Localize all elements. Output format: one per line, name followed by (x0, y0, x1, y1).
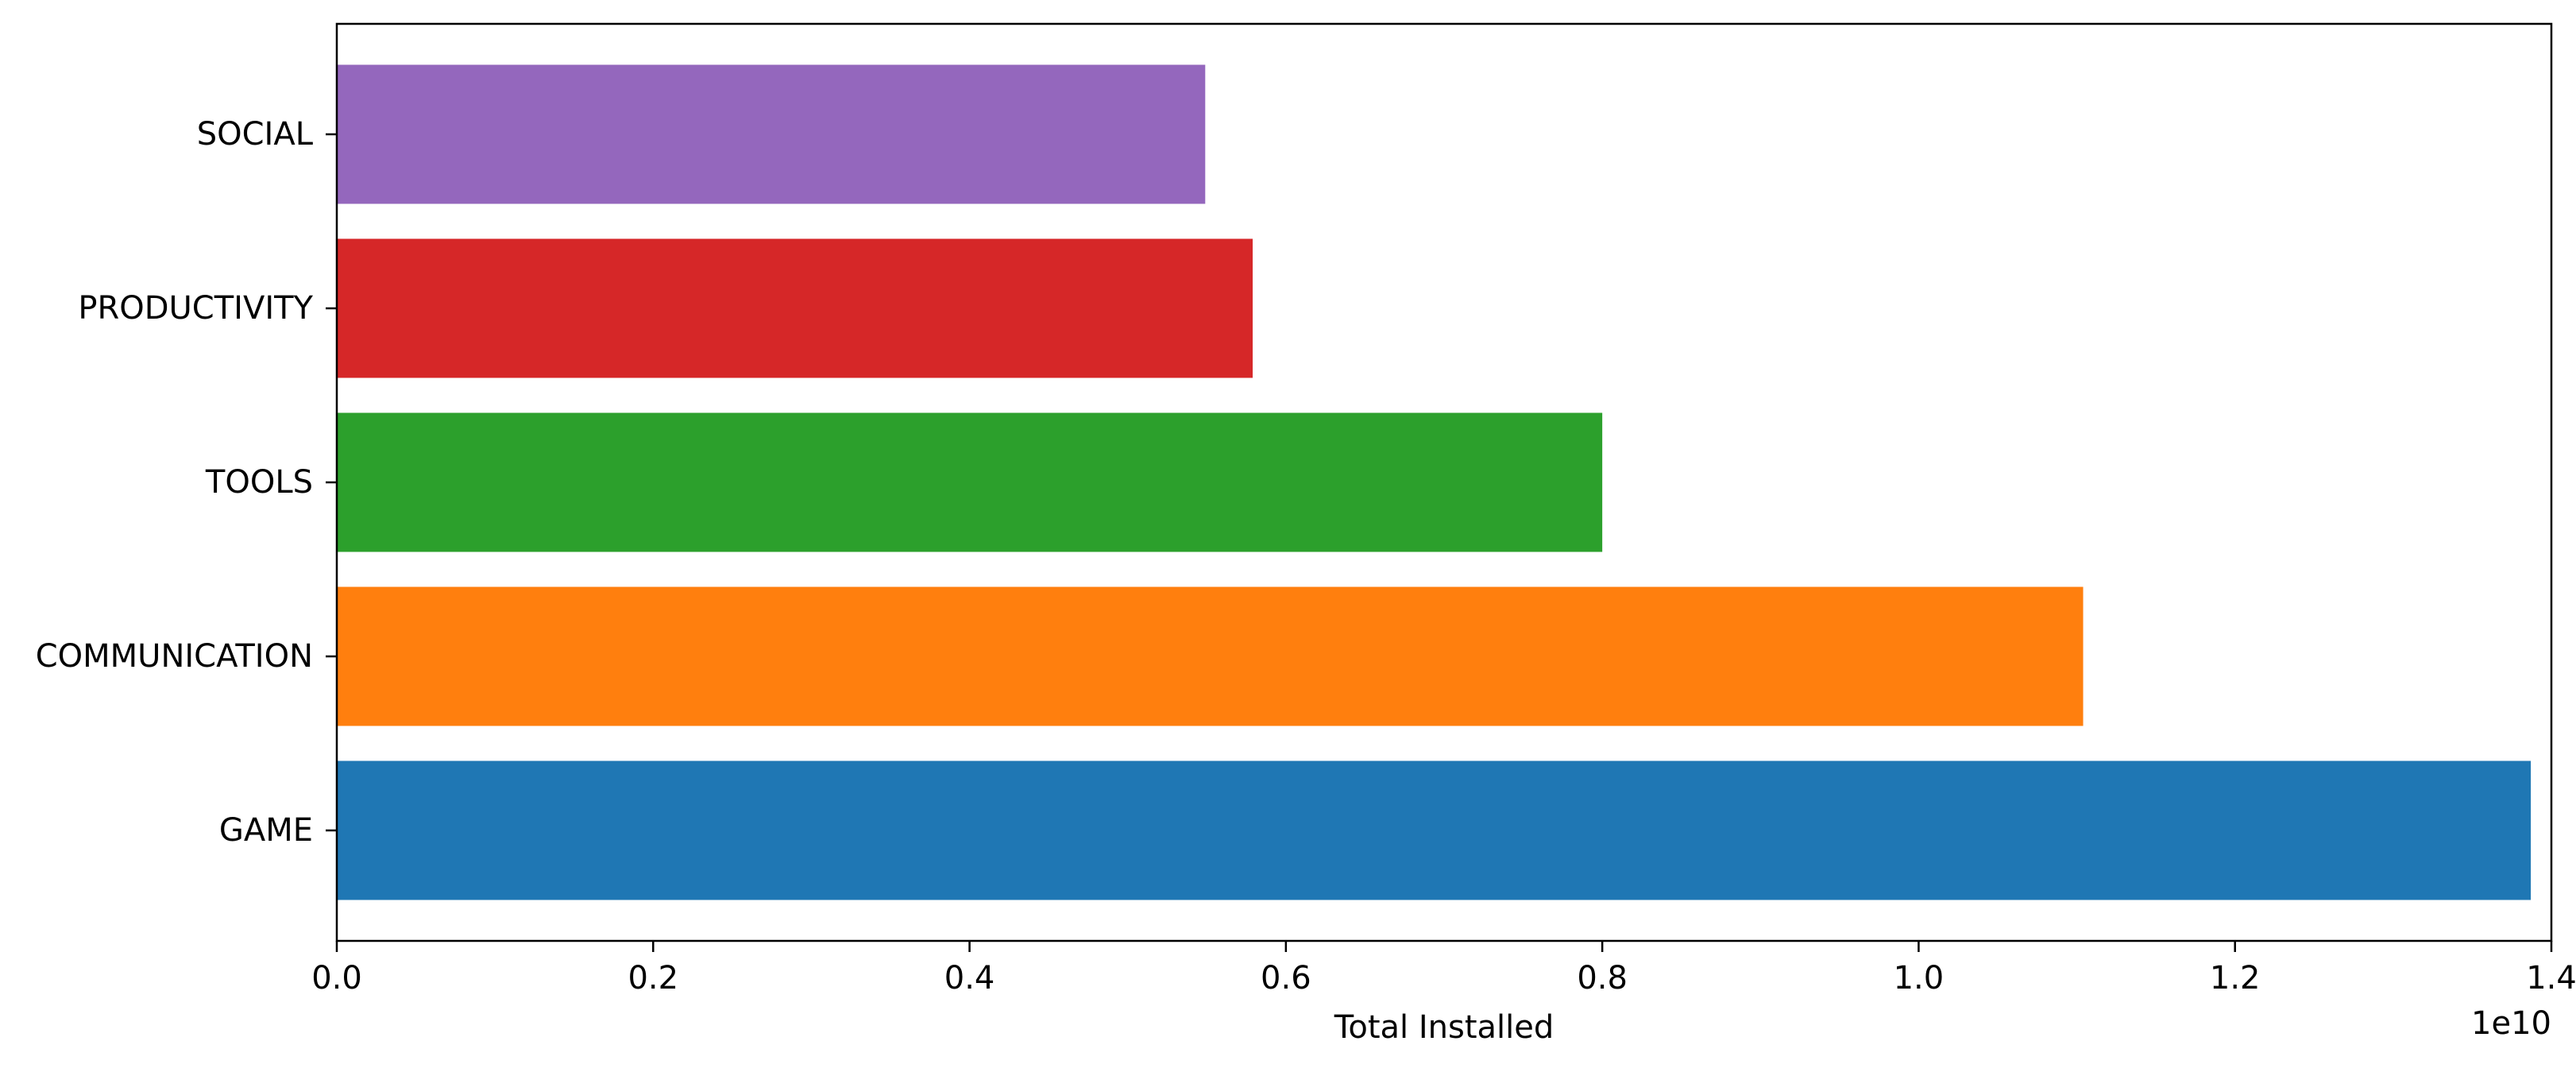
bar-social (337, 64, 1206, 204)
y-tick-label-productivity: PRODUCTIVITY (78, 290, 313, 327)
axes-frame (335, 22, 2553, 942)
y-tick-label-tools: TOOLS (205, 464, 313, 501)
bar-communication (337, 586, 2084, 726)
x-tick-label: 0.2 (628, 960, 678, 997)
x-tick-label: 1.4 (2526, 960, 2576, 997)
bar-productivity (337, 238, 1253, 378)
x-tick-label: 0.4 (944, 960, 995, 997)
x-tick-label: 0.6 (1261, 960, 1311, 997)
x-tick-label: 1.0 (1894, 960, 1945, 997)
bar-tools (337, 412, 1603, 552)
x-tick-label: 0.0 (311, 960, 362, 997)
x-tick-label: 1.2 (2210, 960, 2261, 997)
bars-layer (337, 64, 2532, 900)
bar-game (337, 760, 2532, 900)
x-axis-label: Total Installed (1334, 1009, 1554, 1046)
x-axis-scale-label: 1e10 (2471, 1005, 2551, 1042)
y-axis: GAME COMMUNICATION TOOLS PRODUCTIVITY SOCIAL (36, 116, 337, 849)
x-tick-label: 0.8 (1577, 960, 1628, 997)
y-tick-label-communication: COMMUNICATION (36, 638, 313, 675)
y-tick-label-social: SOCIAL (197, 116, 314, 153)
y-tick-label-game: GAME (219, 812, 313, 849)
x-axis: 0.0 0.2 0.4 0.6 0.8 1.0 1.2 1.4 (311, 941, 2576, 997)
